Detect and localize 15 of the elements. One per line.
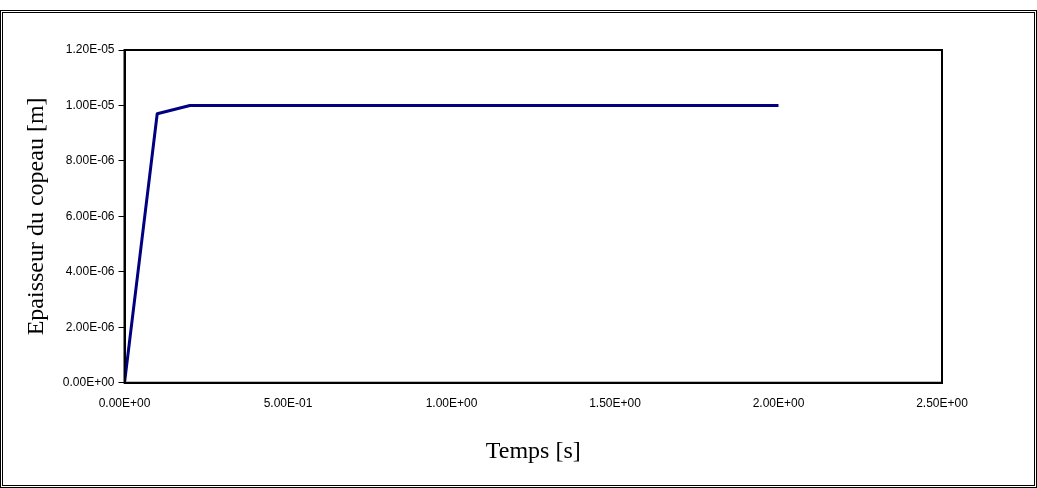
x-tick-label: 0.00E+00: [98, 396, 151, 411]
y-tick-label: 1.00E-05: [65, 97, 115, 112]
y-tick-label: 6.00E-06: [65, 208, 115, 223]
x-tick-label: 5.00E-01: [263, 396, 313, 411]
y-tick-label: 4.00E-06: [65, 264, 115, 279]
y-tick-label: 8.00E-06: [65, 153, 115, 168]
x-tick-label: 1.50E+00: [589, 396, 642, 411]
y-tick-label: 0.00E+00: [62, 375, 115, 390]
x-axis-title: Temps [s]: [485, 436, 581, 463]
y-tick-label: 1.20E-05: [65, 42, 115, 57]
x-tick-label: 2.50E+00: [916, 396, 969, 411]
y-tick-label: 2.00E-06: [65, 319, 115, 334]
y-axis-title: Epaisseur du copeau [m]: [21, 97, 48, 336]
x-tick-label: 2.00E+00: [752, 396, 805, 411]
x-tick-label: 1.00E+00: [425, 396, 478, 411]
